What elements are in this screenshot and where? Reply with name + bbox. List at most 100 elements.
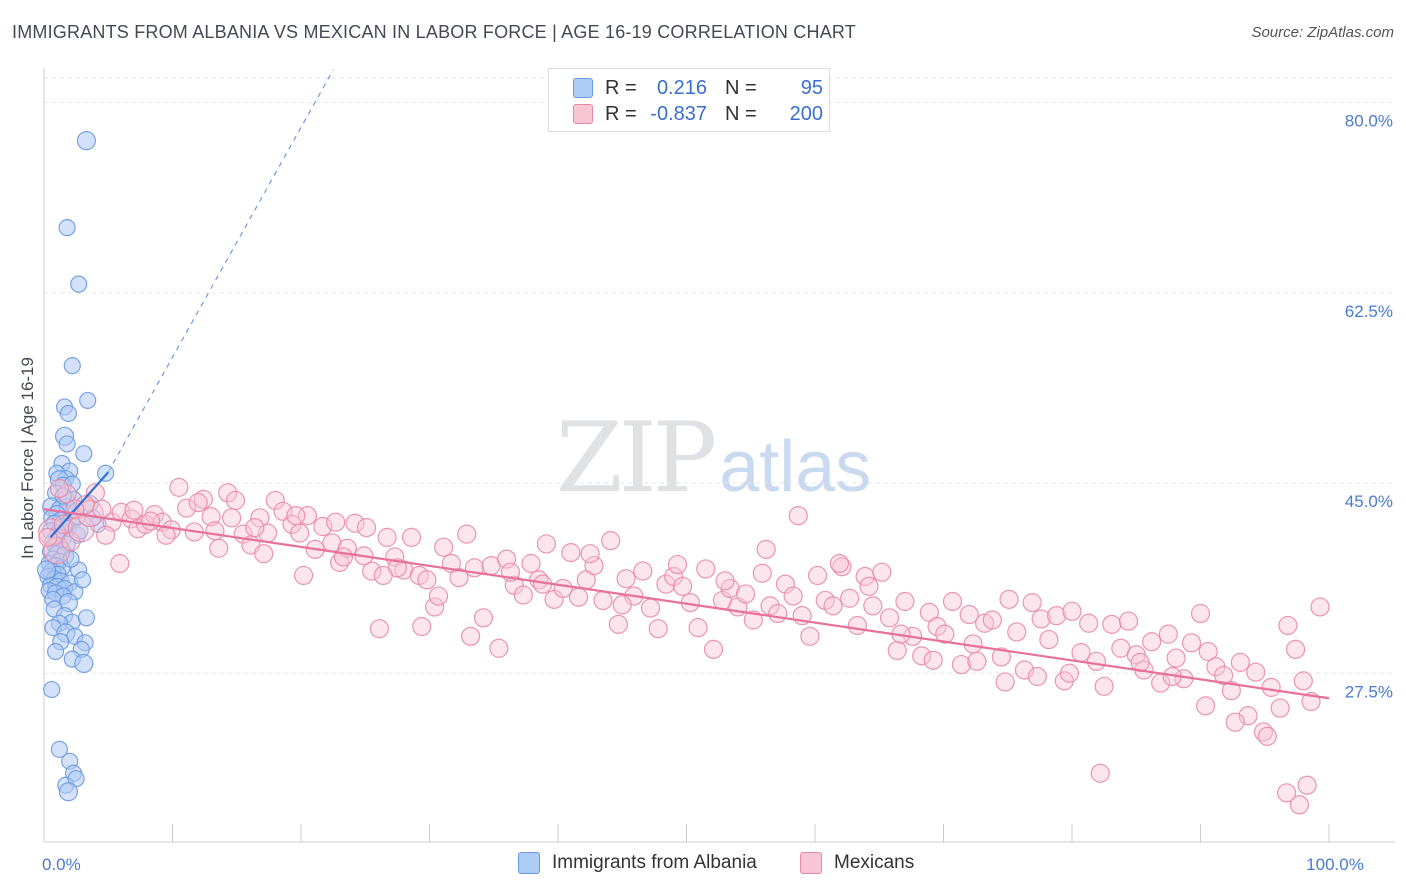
mexican-point bbox=[1181, 633, 1202, 653]
albania-point bbox=[46, 642, 65, 661]
albania-point bbox=[50, 740, 69, 758]
mexican-point bbox=[425, 597, 445, 617]
mexican-point bbox=[124, 500, 144, 520]
mexican-point bbox=[768, 603, 788, 624]
mexican-point bbox=[286, 506, 306, 526]
mexican-point bbox=[412, 616, 432, 637]
mexican-point bbox=[1094, 676, 1114, 696]
mexican-point bbox=[832, 557, 852, 577]
mexican-point bbox=[959, 604, 979, 625]
legend-label-mexicans: Mexicans bbox=[834, 852, 915, 873]
mexican-point bbox=[823, 596, 843, 616]
mexican-point bbox=[752, 563, 772, 583]
mexican-point bbox=[1310, 597, 1330, 617]
legend-row-albania: R = 0.216 N = 95 bbox=[573, 76, 823, 100]
albania-point bbox=[70, 275, 88, 293]
mexican-point bbox=[188, 493, 208, 513]
mexican-point bbox=[297, 506, 318, 526]
legend-swatch-mexicans bbox=[800, 852, 822, 874]
mexican-point bbox=[1196, 696, 1216, 716]
y-axis-label: In Labor Force | Age 16-19 bbox=[18, 357, 37, 559]
mexican-point bbox=[788, 506, 808, 526]
mexican-point bbox=[449, 568, 469, 588]
mexican-point bbox=[887, 640, 907, 661]
mexican-point bbox=[999, 589, 1019, 609]
mexican-point bbox=[193, 489, 213, 509]
mexican-point bbox=[783, 586, 803, 606]
legend-row-mexicans: R = -0.837 N = 200 bbox=[573, 102, 823, 126]
mexican-point bbox=[912, 646, 932, 666]
mexican-point bbox=[829, 553, 850, 574]
data-points bbox=[36, 131, 1330, 815]
albania-point bbox=[58, 219, 76, 237]
legend-item-albania[interactable]: Immigrants from Albania bbox=[518, 852, 757, 874]
mexican-point bbox=[75, 495, 95, 515]
mexican-point bbox=[1039, 629, 1059, 650]
mexican-point bbox=[473, 608, 494, 628]
mexican-point bbox=[736, 584, 756, 604]
x-tick-label: 100.0% bbox=[1306, 855, 1364, 874]
mexican-point bbox=[1198, 641, 1218, 662]
mexican-point bbox=[1214, 665, 1234, 686]
y-tick-label: 80.0% bbox=[1345, 112, 1393, 131]
mexican-point bbox=[225, 490, 246, 511]
mexican-point bbox=[536, 534, 557, 554]
mexican-point bbox=[1246, 662, 1266, 682]
mexican-point bbox=[1276, 783, 1297, 803]
mexican-point bbox=[951, 654, 972, 675]
mexican-point bbox=[38, 527, 58, 547]
legend-n-label: N = bbox=[725, 102, 757, 125]
series-albania bbox=[36, 131, 115, 802]
mexican-point bbox=[345, 513, 365, 533]
mexican-point bbox=[568, 587, 589, 607]
mexican-point bbox=[847, 615, 868, 636]
mexican-point bbox=[377, 527, 397, 547]
mexican-point bbox=[923, 650, 943, 670]
mexican-point bbox=[254, 544, 274, 564]
mexican-point bbox=[1022, 593, 1042, 613]
mexican-point bbox=[656, 574, 676, 594]
mexican-point bbox=[775, 574, 796, 594]
mexican-point bbox=[927, 616, 947, 637]
mexican-point bbox=[141, 511, 161, 531]
mexican-point bbox=[975, 613, 995, 633]
mexican-point bbox=[290, 523, 310, 543]
mexican-point bbox=[991, 647, 1011, 667]
mexican-point bbox=[250, 508, 270, 528]
series-legend: Immigrants from Albania Mexicans bbox=[0, 852, 1406, 878]
trend-lines-back bbox=[107, 69, 334, 473]
mexican-point bbox=[265, 490, 285, 511]
mexican-point bbox=[1059, 663, 1080, 683]
mexican-point bbox=[1118, 611, 1139, 631]
mexican-point bbox=[872, 562, 892, 582]
mexican-point bbox=[942, 591, 963, 612]
mexican-point bbox=[967, 651, 987, 671]
mexican-point bbox=[673, 576, 693, 596]
mexican-point bbox=[313, 516, 333, 537]
mexican-point bbox=[696, 559, 716, 579]
mexican-point bbox=[513, 585, 533, 605]
albania-point bbox=[79, 391, 97, 410]
mexican-point bbox=[489, 638, 509, 658]
mexican-point bbox=[521, 553, 541, 574]
mexican-point bbox=[640, 598, 661, 618]
mexican-point bbox=[800, 626, 820, 646]
albania-point bbox=[97, 464, 115, 482]
mexican-point bbox=[584, 556, 604, 576]
mexican-point bbox=[222, 508, 242, 528]
mexican-point bbox=[205, 521, 225, 541]
albania-point bbox=[63, 357, 81, 375]
mexican-point bbox=[401, 527, 422, 547]
mexican-point bbox=[333, 547, 354, 567]
chart-source: Source: ZipAtlas.com bbox=[1251, 24, 1394, 41]
legend-swatch-albania bbox=[518, 852, 540, 874]
mexican-point bbox=[760, 596, 780, 616]
mexican-point bbox=[982, 610, 1002, 630]
albania-trend-line bbox=[49, 471, 110, 539]
mexican-point bbox=[580, 544, 600, 564]
mexicans-trend-line bbox=[43, 508, 1330, 700]
mexican-point bbox=[633, 561, 653, 581]
albania-point bbox=[58, 435, 76, 453]
mexican-point bbox=[608, 614, 628, 634]
legend-item-mexicans[interactable]: Mexicans bbox=[800, 852, 914, 874]
